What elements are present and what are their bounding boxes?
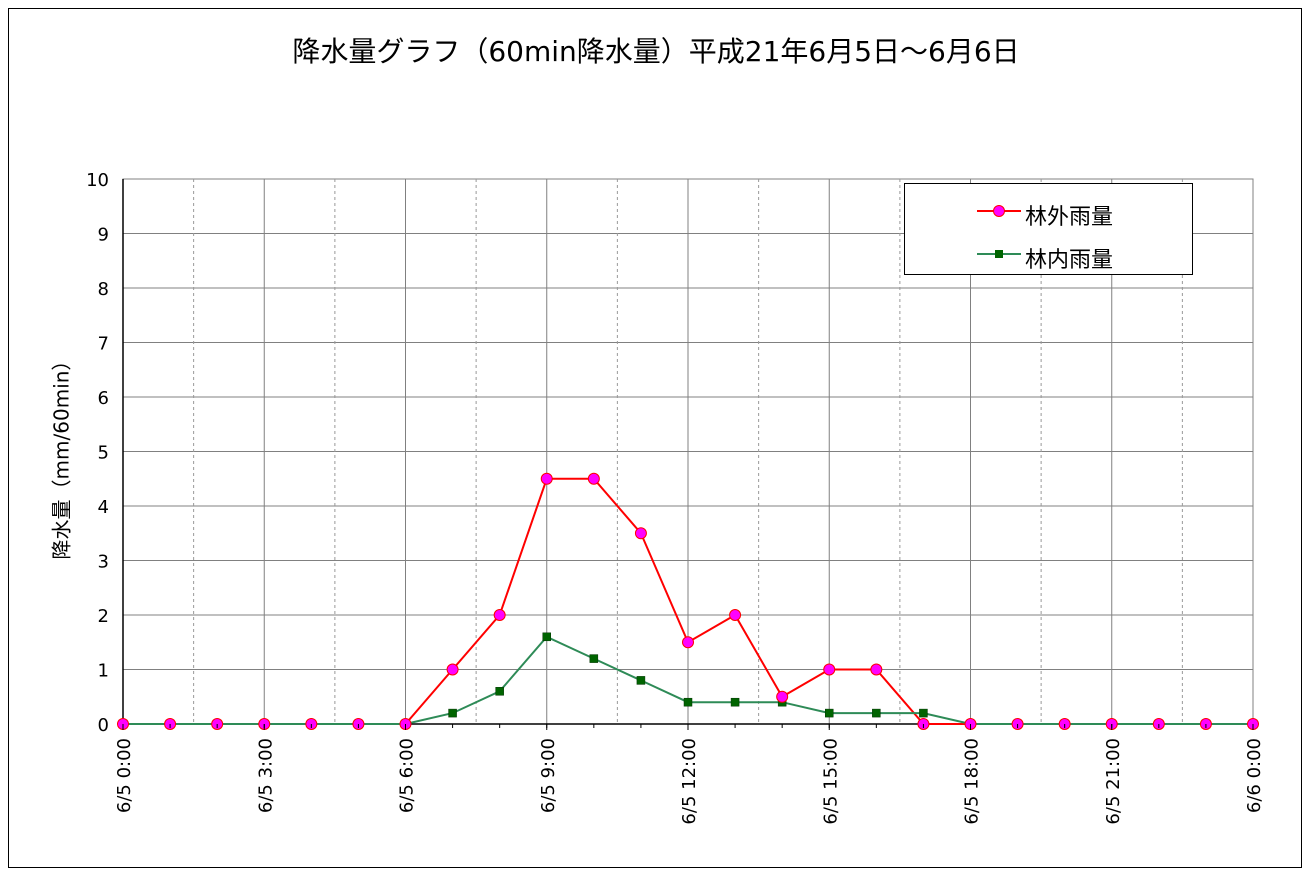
- point-outside: [446, 663, 459, 676]
- legend-item-outside: 林外雨量: [905, 197, 1192, 230]
- y-tick-label: 4: [98, 497, 109, 518]
- point-outside: [587, 472, 600, 485]
- point-outside: [682, 636, 694, 649]
- y-tick-label: 0: [98, 715, 109, 736]
- chart-title: 降水量グラフ（60min降水量）平成21年6月5日～6月6日: [292, 35, 1020, 68]
- point-outside: [870, 663, 883, 676]
- legend-label-inside: 林内雨量: [1025, 248, 1114, 273]
- point-outside: [540, 472, 553, 485]
- y-tick-label: 10: [86, 170, 109, 191]
- point-inside: [730, 697, 740, 707]
- y-tick-label: 8: [98, 279, 109, 300]
- y-tick-label: 7: [98, 334, 109, 355]
- x-tick-label: 6/5 9:00: [538, 738, 559, 813]
- legend: 林外雨量 林内雨量: [904, 183, 1193, 275]
- x-tick-label: 6/5 15:00: [820, 738, 841, 825]
- x-tick-label: 6/5 21:00: [1103, 738, 1124, 825]
- point-inside: [495, 687, 504, 696]
- x-tick-label: 6/5 18:00: [962, 738, 983, 825]
- legend-label-outside: 林外雨量: [1025, 205, 1114, 230]
- legend-item-inside: 林内雨量: [905, 240, 1192, 273]
- point-inside: [919, 708, 928, 718]
- point-inside: [683, 697, 693, 707]
- x-tick-label: 6/5 12:00: [679, 738, 700, 825]
- point-inside: [448, 708, 457, 718]
- point-outside: [634, 527, 647, 540]
- y-tick-label: 3: [98, 552, 109, 573]
- point-inside: [636, 676, 646, 685]
- point-outside: [729, 609, 742, 621]
- point-inside: [589, 654, 599, 663]
- point-inside: [542, 632, 551, 642]
- legend-swatch-outside: [977, 205, 1021, 217]
- x-tick-label: 6/5 3:00: [255, 738, 276, 813]
- point-outside: [493, 609, 506, 621]
- y-tick-label: 6: [98, 388, 109, 409]
- x-tick-label: 6/5 0:00: [114, 738, 135, 813]
- point-outside: [823, 663, 836, 676]
- point-inside: [872, 708, 881, 718]
- x-tick-label: 6/5 6:00: [397, 738, 418, 813]
- y-tick-label: 5: [98, 443, 109, 464]
- y-tick-label: 1: [98, 661, 109, 682]
- point-inside: [825, 708, 834, 718]
- y-tick-label: 9: [98, 225, 109, 246]
- point-outside: [776, 690, 789, 703]
- x-tick-label: 6/6 0:00: [1244, 738, 1265, 813]
- y-tick-label: 2: [98, 606, 109, 627]
- legend-swatch-inside: [977, 250, 1021, 258]
